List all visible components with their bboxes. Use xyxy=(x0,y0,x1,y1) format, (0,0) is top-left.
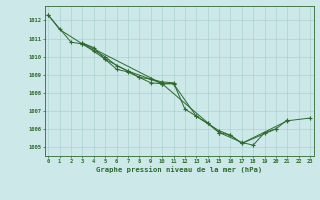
X-axis label: Graphe pression niveau de la mer (hPa): Graphe pression niveau de la mer (hPa) xyxy=(96,166,262,173)
